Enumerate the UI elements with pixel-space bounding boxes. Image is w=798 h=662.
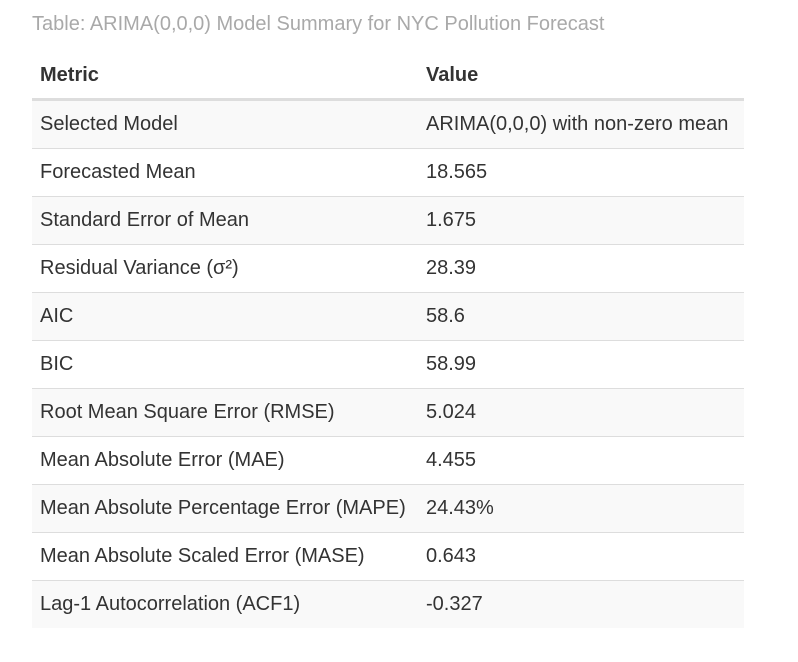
metric-cell: Residual Variance (σ²) bbox=[32, 244, 418, 293]
value-cell: 1.675 bbox=[418, 196, 744, 245]
value-cell: 4.455 bbox=[418, 436, 744, 485]
metric-cell: Mean Absolute Scaled Error (MASE) bbox=[32, 532, 418, 581]
column-header-value: Value bbox=[418, 52, 744, 101]
metric-cell: Standard Error of Mean bbox=[32, 196, 418, 245]
metric-cell: Root Mean Square Error (RMSE) bbox=[32, 388, 418, 437]
value-cell: 58.6 bbox=[418, 292, 744, 341]
table-row: AIC 58.6 bbox=[32, 292, 744, 341]
table-row: Mean Absolute Error (MAE) 4.455 bbox=[32, 436, 744, 485]
model-summary-table: Metric Value Selected Model ARIMA(0,0,0)… bbox=[32, 52, 744, 628]
table-body: Selected Model ARIMA(0,0,0) with non-zer… bbox=[32, 99, 744, 628]
value-cell: -0.327 bbox=[418, 580, 744, 628]
column-header-metric: Metric bbox=[32, 52, 418, 101]
metric-cell: Lag-1 Autocorrelation (ACF1) bbox=[32, 580, 418, 628]
value-cell: 28.39 bbox=[418, 244, 744, 293]
value-cell: 0.643 bbox=[418, 532, 744, 581]
table-row: Selected Model ARIMA(0,0,0) with non-zer… bbox=[32, 99, 744, 149]
table-row: BIC 58.99 bbox=[32, 340, 744, 389]
metric-cell: AIC bbox=[32, 292, 418, 341]
table-row: Forecasted Mean 18.565 bbox=[32, 148, 744, 197]
table-row: Mean Absolute Scaled Error (MASE) 0.643 bbox=[32, 532, 744, 581]
metric-cell: Forecasted Mean bbox=[32, 148, 418, 197]
metric-cell: Mean Absolute Error (MAE) bbox=[32, 436, 418, 485]
value-cell: 5.024 bbox=[418, 388, 744, 437]
value-cell: 58.99 bbox=[418, 340, 744, 389]
value-cell: 24.43% bbox=[418, 484, 744, 533]
table-row: Lag-1 Autocorrelation (ACF1) -0.327 bbox=[32, 580, 744, 628]
table-row: Mean Absolute Percentage Error (MAPE) 24… bbox=[32, 484, 744, 533]
header-row: Metric Value bbox=[32, 52, 744, 101]
table-row: Root Mean Square Error (RMSE) 5.024 bbox=[32, 388, 744, 437]
metric-cell: BIC bbox=[32, 340, 418, 389]
table-header: Metric Value bbox=[32, 52, 744, 101]
metric-cell: Selected Model bbox=[32, 99, 418, 149]
value-cell: 18.565 bbox=[418, 148, 744, 197]
value-cell: ARIMA(0,0,0) with non-zero mean bbox=[418, 99, 744, 149]
table-row: Residual Variance (σ²) 28.39 bbox=[32, 244, 744, 293]
table-caption: Table: ARIMA(0,0,0) Model Summary for NY… bbox=[32, 13, 605, 35]
metric-cell: Mean Absolute Percentage Error (MAPE) bbox=[32, 484, 418, 533]
table-row: Standard Error of Mean 1.675 bbox=[32, 196, 744, 245]
